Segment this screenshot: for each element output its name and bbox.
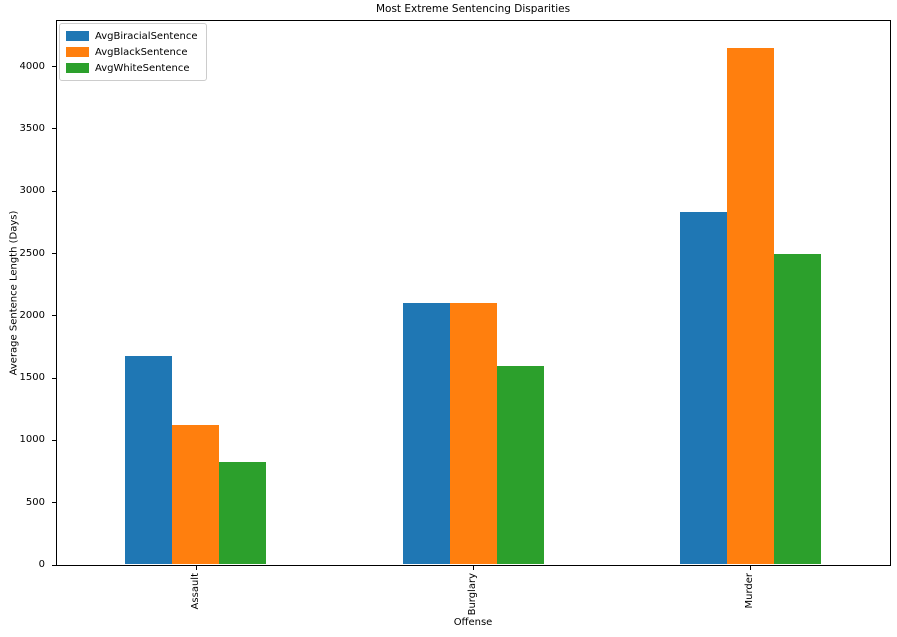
bar-AvgBiracialSentence-Assault: [125, 355, 173, 564]
bar-AvgWhiteSentence-Burglary: [496, 365, 544, 564]
legend-item: AvgBlackSentence: [66, 44, 197, 60]
y-tick-label: 1500: [19, 372, 45, 384]
y-tick-mark: [52, 66, 56, 68]
y-tick-mark: [52, 377, 56, 379]
y-tick-mark: [52, 128, 56, 130]
chart-title: Most Extreme Sentencing Disparities: [375, 3, 571, 15]
legend-swatch-icon: [66, 47, 89, 57]
y-tick-mark: [52, 502, 56, 504]
x-tick-label: Murder: [744, 573, 756, 609]
y-tick-label: 2500: [19, 247, 45, 259]
legend-item: AvgWhiteSentence: [66, 60, 197, 76]
legend-swatch-icon: [66, 63, 89, 73]
y-tick-mark: [52, 315, 56, 317]
x-tick-mark: [750, 566, 752, 570]
legend-label: AvgBlackSentence: [95, 46, 188, 58]
y-axis-label: Average Sentence Length (Days): [8, 210, 20, 376]
x-tick-mark: [195, 566, 197, 570]
legend-item: AvgBiracialSentence: [66, 28, 197, 44]
bar-AvgBlackSentence-Burglary: [449, 302, 497, 564]
y-tick-label: 1000: [19, 434, 45, 446]
bar-AvgWhiteSentence-Murder: [773, 253, 821, 564]
x-tick-mark: [473, 566, 474, 570]
y-tick-label: 3000: [19, 185, 45, 197]
bar-AvgBlackSentence-Assault: [172, 425, 220, 564]
legend-swatch-icon: [66, 31, 89, 41]
x-tick-label: Burglary: [467, 573, 478, 616]
bar-AvgBiracialSentence-Murder: [679, 212, 727, 564]
y-tick-label: 3500: [19, 122, 45, 134]
legend: AvgBiracialSentence AvgBlackSentence AvgWh…: [59, 23, 208, 81]
x-axis-label: Offense: [453, 617, 493, 628]
y-tick-label: 2000: [19, 309, 45, 321]
y-tick-mark: [52, 439, 56, 441]
bar-AvgWhiteSentence-Assault: [219, 462, 267, 564]
bar-AvgBiracialSentence-Burglary: [402, 302, 450, 564]
y-tick-label: 4000: [19, 60, 45, 72]
legend-label: AvgWhiteSentence: [95, 62, 190, 74]
legend-label: AvgBiracialSentence: [95, 30, 198, 42]
bar-AvgBlackSentence-Murder: [726, 48, 774, 564]
y-tick-mark: [52, 564, 56, 566]
y-tick-mark: [52, 190, 56, 192]
y-tick-label: 500: [25, 496, 45, 508]
y-tick-mark: [52, 253, 56, 254]
x-tick-label: Assault: [189, 573, 201, 610]
y-tick-label: 0: [38, 559, 45, 570]
